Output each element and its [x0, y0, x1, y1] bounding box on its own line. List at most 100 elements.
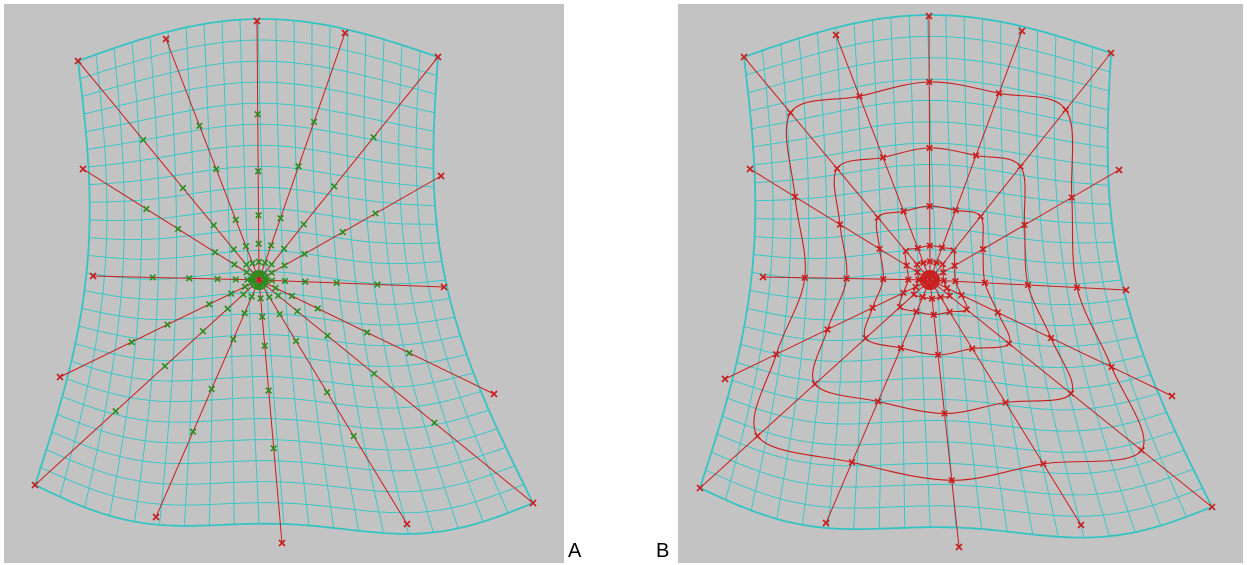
x-marker	[255, 258, 263, 266]
x-marker	[1122, 286, 1130, 294]
x-marker	[243, 268, 251, 276]
x-marker	[862, 334, 869, 342]
x-marker	[277, 214, 284, 222]
spokes	[34, 20, 534, 544]
x-marker	[267, 242, 275, 249]
spoke-line	[258, 279, 495, 395]
x-marker	[244, 276, 251, 284]
markers	[31, 17, 537, 547]
x-marker	[300, 220, 308, 228]
spoke-line	[258, 175, 442, 281]
x-marker	[963, 306, 971, 313]
x-marker	[208, 385, 215, 393]
contour-ring	[753, 81, 1145, 481]
x-marker	[933, 259, 940, 266]
x-marker	[232, 276, 240, 283]
grid-line-horizontal	[754, 228, 1115, 244]
grid-line-horizontal	[88, 144, 434, 169]
x-marker	[754, 432, 761, 440]
panel-b-viewport[interactable]	[678, 4, 1243, 563]
x-marker	[288, 292, 296, 300]
mesh-grid	[705, 14, 1203, 538]
x-marker	[920, 259, 927, 267]
x-marker	[490, 390, 498, 398]
x-marker	[339, 228, 347, 236]
x-marker	[1018, 27, 1026, 35]
spoke-line	[34, 279, 260, 486]
x-marker	[230, 261, 238, 268]
x-marker	[330, 182, 338, 190]
x-marker	[1047, 334, 1055, 342]
mesh-grid	[40, 18, 524, 535]
x-marker	[879, 154, 887, 161]
x-marker	[913, 261, 921, 268]
grid-line-horizontal	[82, 60, 436, 97]
grid-line-horizontal	[755, 206, 1112, 224]
x-marker	[740, 53, 748, 61]
panel-a-viewport[interactable]	[4, 4, 564, 563]
x-marker	[196, 122, 203, 130]
x-marker	[914, 244, 922, 252]
x-marker	[848, 458, 856, 466]
x-marker	[152, 513, 160, 521]
x-marker	[241, 283, 249, 291]
grid-line-horizontal	[727, 397, 1167, 432]
x-marker	[230, 245, 238, 253]
x-marker	[255, 211, 262, 219]
x-marker	[261, 342, 269, 350]
grid-line-horizontal	[740, 343, 1144, 369]
x-marker	[56, 373, 64, 381]
x-marker	[232, 216, 240, 224]
grid-line-horizontal	[79, 39, 437, 80]
grid-line-horizontal	[85, 102, 434, 133]
x-marker	[341, 29, 349, 37]
x-marker	[926, 202, 934, 210]
x-marker	[211, 248, 219, 256]
x-marker	[229, 335, 237, 343]
spoke-line	[92, 275, 260, 281]
x-marker	[1002, 399, 1009, 406]
x-marker	[265, 293, 273, 301]
x-marker	[268, 261, 275, 268]
x-marker	[374, 281, 381, 288]
grid-line-horizontal	[744, 325, 1138, 347]
x-marker	[268, 277, 276, 284]
x-marker	[772, 350, 780, 358]
x-marker	[161, 362, 169, 370]
x-marker	[254, 167, 262, 175]
x-marker	[149, 274, 157, 281]
x-marker	[276, 310, 284, 318]
x-marker	[249, 259, 256, 267]
grid-line-horizontal	[71, 360, 474, 388]
x-marker	[255, 240, 263, 248]
spoke-line	[258, 279, 283, 544]
grid-line-horizontal	[753, 249, 1118, 264]
x-marker	[979, 245, 987, 253]
x-marker	[937, 293, 944, 301]
x-marker	[1005, 340, 1013, 347]
spoke-line	[165, 38, 260, 281]
center-marker	[249, 270, 269, 290]
grid-line-horizontal	[78, 325, 461, 347]
x-marker	[323, 388, 331, 396]
x-marker	[902, 247, 910, 255]
x-marker	[977, 213, 985, 220]
grid-line-horizontal	[75, 343, 467, 367]
x-marker	[112, 407, 120, 415]
x-marker	[529, 499, 537, 507]
x-marker	[951, 262, 958, 270]
grid-line-horizontal	[89, 207, 437, 225]
x-marker	[925, 78, 933, 86]
x-marker	[926, 242, 934, 250]
grid-line-horizontal	[747, 57, 1110, 94]
x-marker	[278, 539, 286, 547]
x-marker	[224, 305, 232, 313]
x-marker	[239, 290, 247, 298]
x-marker	[314, 305, 322, 312]
x-marker	[440, 283, 448, 291]
x-marker	[874, 398, 882, 405]
x-marker	[903, 262, 910, 269]
x-marker	[939, 268, 947, 276]
x-marker	[370, 133, 377, 141]
x-marker	[1021, 221, 1028, 229]
